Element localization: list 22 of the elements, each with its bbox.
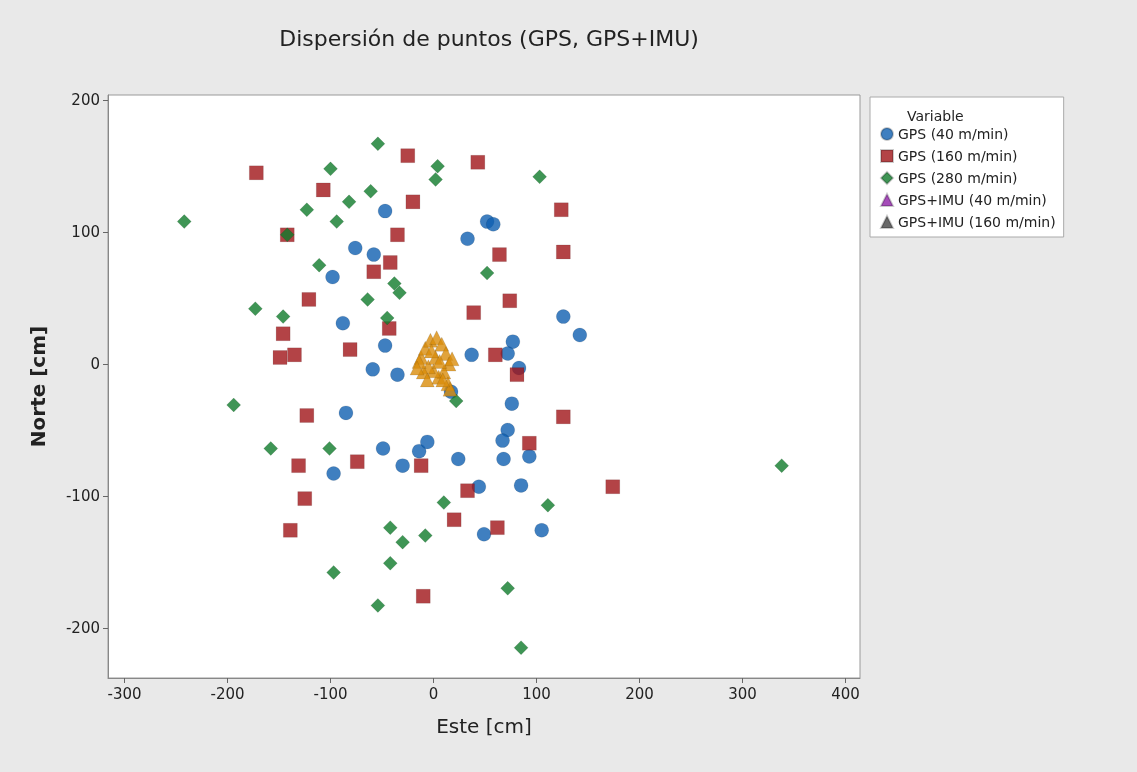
x-tick-label: 300 [728, 684, 757, 703]
legend-label: GPS+IMU (160 m/min) [898, 214, 1056, 230]
legend-label: GPS+IMU (40 m/min) [898, 192, 1047, 208]
legend-label: GPS (280 m/min) [898, 170, 1018, 186]
x-tick-label: -300 [107, 684, 142, 703]
y-tick-label: 100 [71, 223, 100, 242]
y-axis-title: Norte [cm] [26, 325, 50, 448]
legend-label: GPS (160 m/min) [898, 148, 1018, 164]
y-tick-label: -200 [65, 618, 100, 637]
x-axis-title: Este [cm] [436, 714, 532, 738]
x-tick-label: 200 [625, 684, 654, 703]
y-tick-label: 200 [71, 91, 100, 110]
x-tick-label: -200 [210, 684, 245, 703]
chart-title: Dispersión de puntos (GPS, GPS+IMU) [279, 25, 699, 51]
x-tick-label: 0 [428, 684, 439, 703]
y-tick-label: 0 [90, 355, 100, 374]
x-tick-label: 400 [831, 684, 860, 703]
y-tick-label: -100 [65, 486, 100, 505]
x-tick-label: -100 [313, 684, 348, 703]
x-tick-label: 100 [522, 684, 551, 703]
legend-title: Variable [907, 108, 964, 124]
legend-label: GPS (40 m/min) [898, 126, 1009, 142]
